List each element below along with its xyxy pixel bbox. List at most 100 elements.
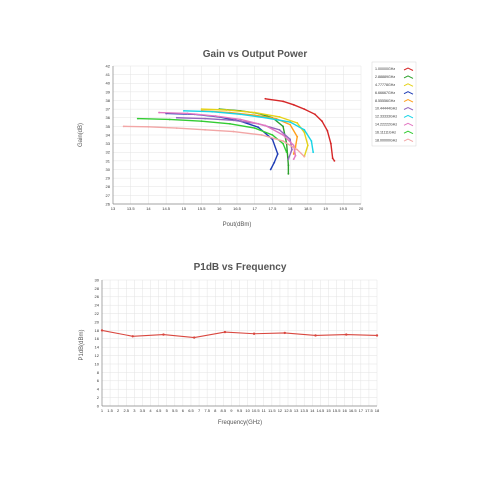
data-point — [292, 158, 295, 161]
x-tick-label: 6 — [182, 408, 185, 413]
data-point — [223, 330, 227, 334]
data-point — [283, 331, 286, 335]
data-point — [289, 138, 292, 141]
y-tick-label: 39 — [106, 89, 111, 94]
x-tick-label: 13.5 — [300, 408, 309, 413]
y-tick-label: 36 — [106, 115, 111, 120]
data-point — [333, 159, 336, 162]
data-point — [331, 157, 334, 160]
y-tick-label: 42 — [106, 63, 111, 68]
data-point — [168, 118, 171, 121]
data-point — [292, 153, 295, 155]
y-tick-label: 22 — [95, 311, 100, 316]
data-point — [278, 115, 281, 118]
data-point — [303, 131, 306, 134]
series-line-4 — [201, 110, 298, 155]
data-point — [147, 125, 150, 128]
y-tick-label: 28 — [95, 286, 100, 291]
y-tick-label: 26 — [106, 201, 111, 206]
data-point — [329, 142, 332, 145]
x-tick-label: 18 — [288, 206, 293, 211]
data-point — [282, 100, 284, 103]
p1db-chart-series — [100, 329, 379, 339]
y-tick-label: 6 — [97, 378, 100, 383]
y-tick-label: 14 — [95, 345, 100, 350]
x-tick-label: 16.5 — [349, 408, 358, 413]
x-tick-label: 3.5 — [140, 408, 146, 413]
gain-chart-axes: 13 13.5 14 14.5 15 15.5 16 16.5 17 17.5 18 18.5 19 19… — [106, 63, 364, 211]
data-point — [326, 129, 329, 132]
data-point — [287, 172, 290, 175]
p1db-chart-axes: 1 1.5 2 2.5 3 3.5 4 4.5 5 5.5 6 6.5 7 7.5 8 8.5 9 9.5 10 10… — [95, 277, 380, 413]
y-tick-label: 20 — [95, 319, 100, 324]
data-point — [182, 109, 185, 112]
x-tick-label: 16 — [217, 206, 222, 211]
legend-swatch — [403, 75, 414, 79]
data-point — [287, 164, 290, 167]
x-tick-label: 6.5 — [188, 408, 194, 413]
y-tick-label: 31 — [106, 158, 111, 163]
data-point — [269, 168, 272, 171]
y-tick-label: 4 — [97, 387, 100, 392]
data-point — [175, 127, 178, 129]
data-point — [175, 116, 178, 119]
data-point — [229, 122, 231, 125]
data-point — [282, 134, 284, 136]
series-line-8 — [137, 117, 288, 153]
data-point — [291, 148, 293, 151]
data-point — [257, 126, 260, 129]
x-tick-label: 12.5 — [284, 408, 293, 413]
data-point — [253, 111, 256, 114]
x-tick-label: 11.5 — [268, 408, 276, 413]
data-point — [211, 110, 214, 113]
y-tick-label: 12 — [95, 353, 100, 358]
y-tick-label: 34 — [106, 132, 111, 137]
x-tick-label: 16.5 — [233, 206, 242, 211]
x-tick-label: 14 — [310, 408, 315, 413]
x-tick-label: 18 — [375, 408, 380, 413]
y-tick-label: 18 — [95, 328, 100, 333]
y-tick-label: 30 — [106, 167, 111, 172]
data-point — [289, 121, 292, 123]
gain-chart-legend: 1.00000GHz 2.88889GHz 4.77778GHz 6.66667GHz… — [371, 61, 417, 147]
data-point — [292, 144, 295, 147]
p1db-chart-svg: 1 1.5 2 2.5 3 3.5 4 4.5 5 5.5 6 6.5 7 7.5 8 8.5 9 9.5 10 10… — [79, 262, 380, 426]
x-tick-label: 1 — [101, 408, 104, 413]
legend-entry-label: 12.33333GHz — [375, 115, 397, 119]
p1db-chart-grid — [101, 279, 378, 407]
x-tick-label: 15 — [326, 408, 331, 413]
x-tick-label: 9.5 — [237, 408, 243, 413]
x-tick-label: 17.5 — [365, 408, 374, 413]
data-point — [239, 113, 242, 116]
legend-entry-label: 16.11111GHz — [375, 130, 396, 134]
y-tick-label: 16 — [95, 336, 100, 341]
x-tick-label: 12 — [278, 408, 283, 413]
x-tick-label: 3 — [133, 408, 136, 413]
x-tick-label: 14.5 — [316, 408, 325, 413]
x-tick-label: 13.5 — [127, 206, 136, 211]
gain-chart-grid — [112, 65, 362, 205]
x-tick-label: 1.5 — [107, 408, 113, 413]
legend-entry-label: 1.00000GHz — [375, 67, 395, 71]
legend-entry-label: 2.88889GHz — [375, 75, 395, 79]
legend-entry-label: 18.00000GHz — [375, 138, 397, 142]
data-point — [232, 130, 235, 133]
data-point — [193, 336, 196, 339]
y-tick-label: 38 — [106, 98, 111, 103]
y-tick-label: 37 — [106, 107, 111, 112]
y-tick-label: 35 — [106, 124, 111, 129]
data-point — [122, 125, 125, 128]
series-line-0 — [101, 329, 378, 339]
y-tick-label: 0 — [97, 403, 100, 408]
y-tick-label: 41 — [106, 72, 111, 77]
x-tick-label: 11 — [262, 408, 267, 413]
legend-swatch — [403, 67, 414, 71]
x-tick-label: 13 — [111, 206, 116, 211]
y-tick-label: 8 — [97, 370, 100, 375]
gain-chart-title: Gain vs Output Power — [203, 49, 308, 60]
y-tick-label: 30 — [95, 277, 100, 282]
x-tick-label: 15.5 — [333, 408, 342, 413]
y-tick-label: 26 — [95, 294, 100, 299]
data-point — [292, 103, 295, 106]
x-tick-label: 7 — [198, 408, 201, 413]
